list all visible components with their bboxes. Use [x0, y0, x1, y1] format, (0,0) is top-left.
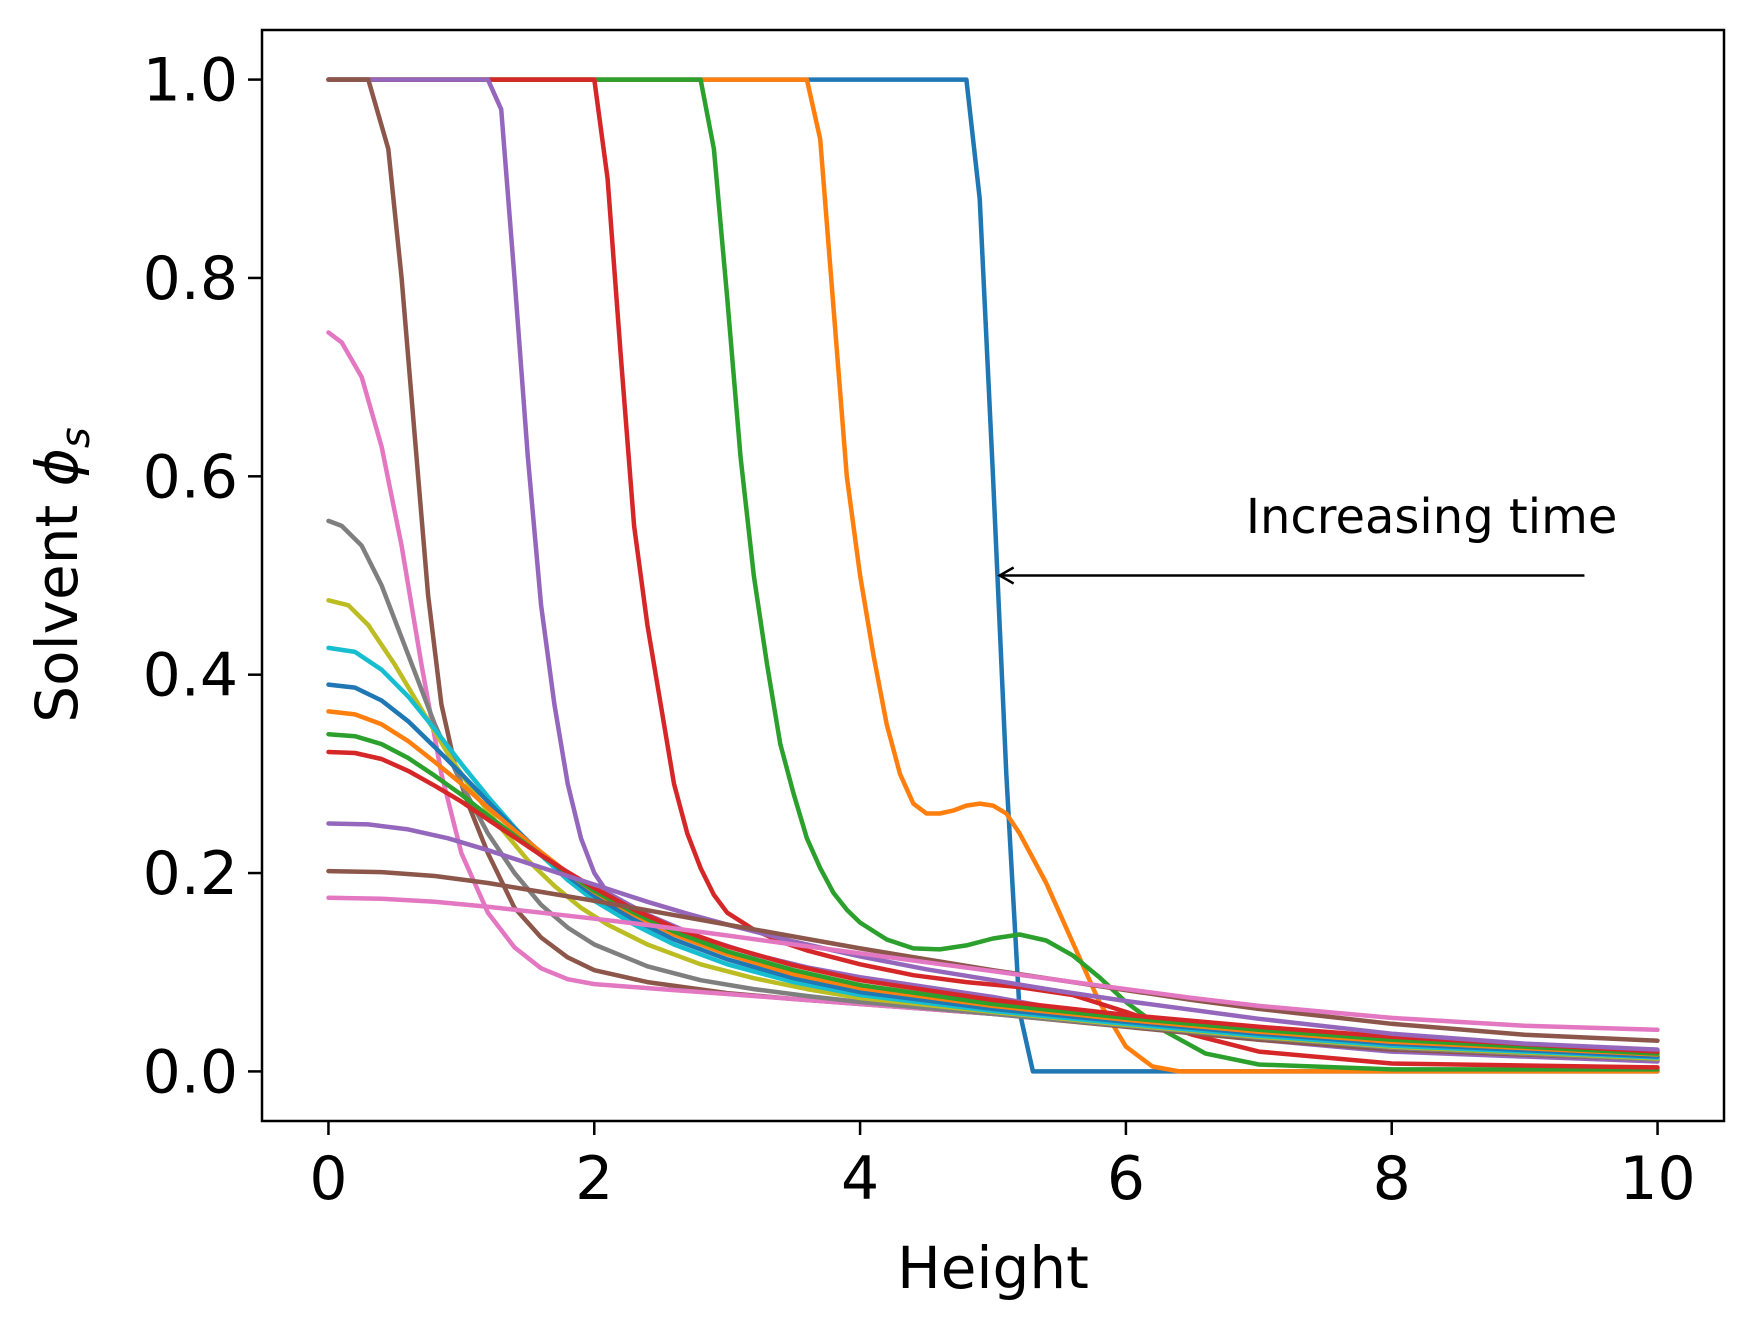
y-axis-label-text: Solvent [23, 486, 91, 722]
series-layer [326, 77, 1660, 1074]
series-line-16 [326, 868, 1660, 1043]
x-tick-label: 8 [1373, 1144, 1411, 1214]
series-line-17 [326, 895, 1660, 1033]
y-tick-label: 0.2 [143, 839, 238, 909]
y-tick-label: 0.6 [143, 442, 238, 512]
y-axis-ticks: 0.0 0.2 0.4 0.6 0.8 1.0 [143, 46, 262, 1107]
x-tick-label: 10 [1619, 1144, 1695, 1214]
annotation-arrow [997, 566, 1585, 585]
y-tick-label: 0.8 [143, 244, 238, 314]
series-line-14 [326, 749, 1660, 1054]
y-tick-label: 0.4 [143, 641, 238, 711]
x-tick-label: 6 [1107, 1144, 1145, 1214]
series-line-13 [326, 731, 1660, 1056]
x-tick-label: 2 [575, 1144, 613, 1214]
series-line-3 [326, 77, 1660, 1072]
y-tick-label: 0.0 [143, 1037, 238, 1107]
series-line-11 [326, 682, 1660, 1059]
annotation-text: Increasing time [1246, 489, 1618, 545]
y-axis-label: Solvent ϕs [23, 427, 99, 722]
y-tick-label: 1.0 [143, 46, 238, 116]
annotation-arrow-head [997, 566, 1015, 585]
x-tick-label: 4 [841, 1144, 879, 1214]
plot-frame [260, 28, 1726, 1123]
x-axis-ticks: 0 2 4 6 8 10 [309, 1121, 1696, 1214]
x-axis-label: Height [897, 1234, 1089, 1302]
y-axis-label-symbol: ϕ [23, 448, 91, 486]
y-axis-label-subscript: s [53, 427, 99, 448]
x-tick-label: 0 [309, 1144, 347, 1214]
series-line-1 [326, 77, 1660, 1074]
